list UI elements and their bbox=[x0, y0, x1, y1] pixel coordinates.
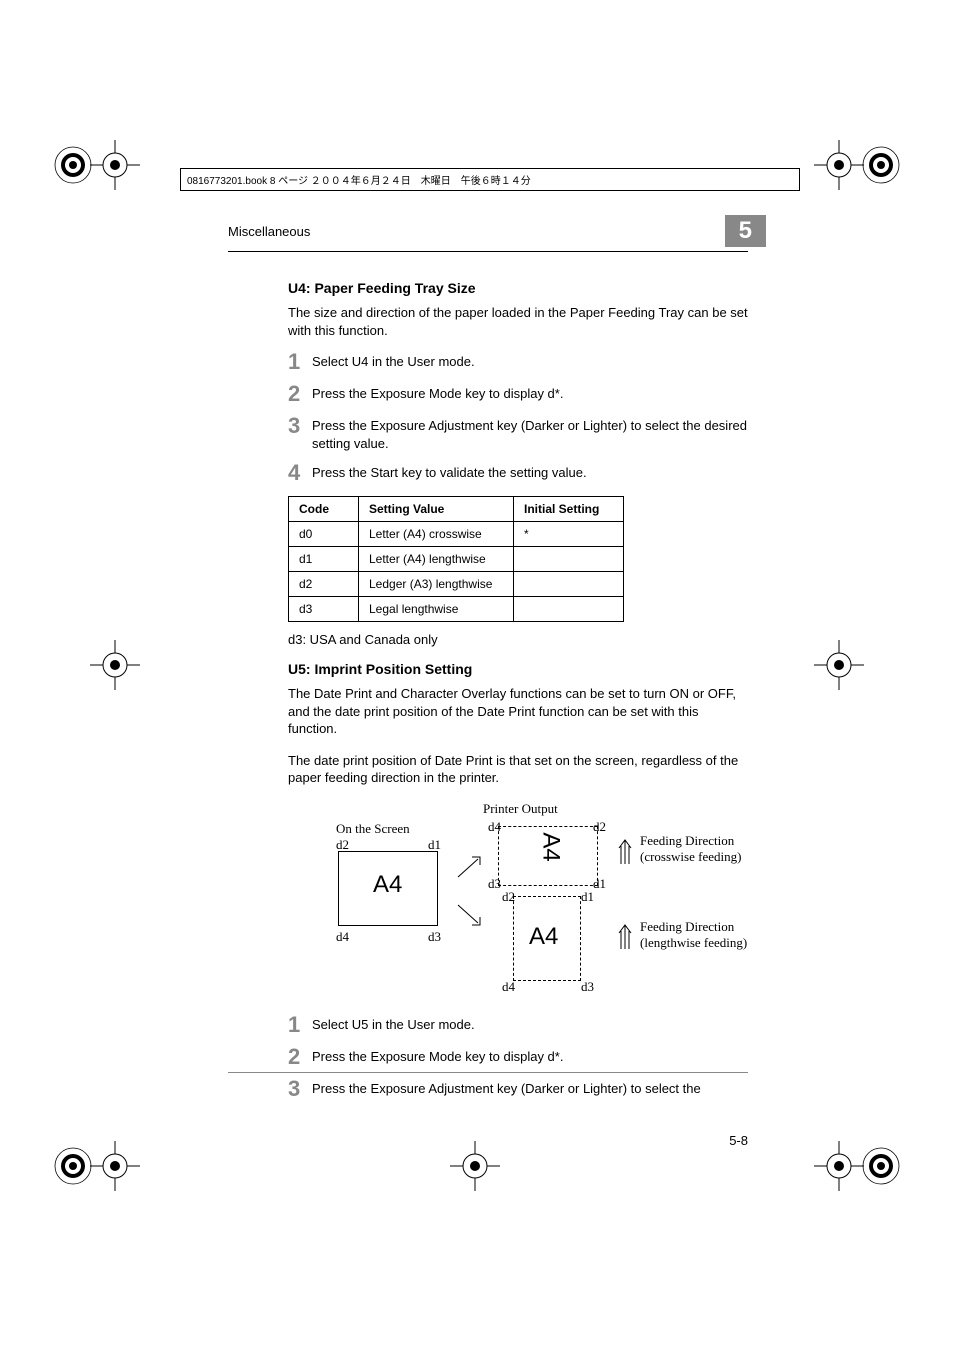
step-text: Press the Exposure Mode key to display d… bbox=[312, 1048, 563, 1066]
heading-u5: U5: Imprint Position Setting bbox=[288, 661, 748, 677]
table-row: d1 Letter (A4) lengthwise bbox=[289, 547, 624, 572]
cell-code: d0 bbox=[289, 522, 359, 547]
corner-d4b: d4 bbox=[502, 979, 515, 995]
corner-d3: d3 bbox=[428, 929, 441, 945]
cell-value: Letter (A4) lengthwise bbox=[359, 547, 514, 572]
corner-d4: d4 bbox=[336, 929, 349, 945]
th-code: Code bbox=[289, 497, 359, 522]
step-number: 3 bbox=[288, 415, 312, 437]
running-head: Miscellaneous 5 bbox=[228, 215, 748, 252]
corner-d2t: d2 bbox=[593, 819, 606, 835]
intro-u5-1: The Date Print and Character Overlay fun… bbox=[288, 685, 748, 738]
cell-value: Letter (A4) crosswise bbox=[359, 522, 514, 547]
page-number: 5-8 bbox=[729, 1133, 748, 1148]
step-text: Press the Exposure Adjustment key (Darke… bbox=[312, 417, 748, 452]
table-row: d3 Legal lengthwise bbox=[289, 597, 624, 622]
crop-mark-tr bbox=[814, 140, 864, 190]
step-number: 2 bbox=[288, 383, 312, 405]
corner-d3b: d3 bbox=[581, 979, 594, 995]
step-number: 3 bbox=[288, 1078, 312, 1100]
cell-initial bbox=[514, 572, 624, 597]
u4-step-3: 3 Press the Exposure Adjustment key (Dar… bbox=[288, 417, 748, 452]
arrow-up-icon bbox=[613, 921, 637, 951]
table-note: d3: USA and Canada only bbox=[288, 632, 748, 647]
step-number: 1 bbox=[288, 1014, 312, 1036]
corner-d2b: d2 bbox=[502, 889, 515, 905]
corner-d3t: d3 bbox=[488, 876, 501, 892]
cell-code: d1 bbox=[289, 547, 359, 572]
corner-d2: d2 bbox=[336, 837, 349, 853]
step-number: 2 bbox=[288, 1046, 312, 1068]
arrow-up-icon bbox=[613, 836, 637, 866]
feed-len-2: (lengthwise feeding) bbox=[640, 935, 747, 951]
source-header: 0816773201.book 8 ページ ２００４年６月２４日 木曜日 午後６… bbox=[180, 168, 800, 191]
a4-label-cross: A4 bbox=[537, 832, 565, 861]
u4-step-4: 4 Press the Start key to validate the se… bbox=[288, 464, 748, 484]
heading-u4: U4: Paper Feeding Tray Size bbox=[288, 280, 748, 296]
step-number: 1 bbox=[288, 351, 312, 373]
feed-len-1: Feeding Direction bbox=[640, 919, 734, 935]
corner-d1b: d1 bbox=[581, 889, 594, 905]
corner-d1: d1 bbox=[428, 837, 441, 853]
corner-d4t: d4 bbox=[488, 819, 501, 835]
table-row: d2 Ledger (A3) lengthwise bbox=[289, 572, 624, 597]
step-text: Press the Exposure Mode key to display d… bbox=[312, 385, 563, 403]
arrow-lower-icon bbox=[456, 901, 486, 931]
step-text: Press the Exposure Adjustment key (Darke… bbox=[312, 1080, 701, 1098]
cell-value: Ledger (A3) lengthwise bbox=[359, 572, 514, 597]
feed-cross-2: (crosswise feeding) bbox=[640, 849, 741, 865]
step-text: Press the Start key to validate the sett… bbox=[312, 464, 587, 482]
page-body: Miscellaneous 5 U4: Paper Feeding Tray S… bbox=[228, 215, 748, 1112]
cell-code: d2 bbox=[289, 572, 359, 597]
crop-mark-tl bbox=[90, 140, 140, 190]
crop-mark-mb bbox=[450, 1141, 500, 1191]
label-printer-output: Printer Output bbox=[483, 801, 558, 817]
a4-label-screen: A4 bbox=[373, 871, 402, 899]
cell-initial: * bbox=[514, 522, 624, 547]
crop-mark-mr bbox=[814, 640, 864, 690]
crop-mark-br bbox=[814, 1141, 864, 1191]
step-text: Select U4 in the User mode. bbox=[312, 353, 475, 371]
corner-d1t: d1 bbox=[593, 876, 606, 892]
u4-step-2: 2 Press the Exposure Mode key to display… bbox=[288, 385, 748, 405]
intro-u5-2: The date print position of Date Print is… bbox=[288, 752, 748, 787]
settings-table: Code Setting Value Initial Setting d0 Le… bbox=[288, 496, 624, 622]
a4-label-len: A4 bbox=[529, 923, 558, 951]
arrow-upper-icon bbox=[456, 851, 486, 881]
crop-mark-bl bbox=[90, 1141, 140, 1191]
running-head-text: Miscellaneous bbox=[228, 224, 310, 239]
cell-code: d3 bbox=[289, 597, 359, 622]
cell-value: Legal lengthwise bbox=[359, 597, 514, 622]
content: U4: Paper Feeding Tray Size The size and… bbox=[228, 280, 748, 1100]
label-on-screen: On the Screen bbox=[336, 821, 410, 837]
u5-step-3: 3 Press the Exposure Adjustment key (Dar… bbox=[288, 1080, 748, 1100]
footer-rule bbox=[228, 1072, 748, 1073]
step-number: 4 bbox=[288, 462, 312, 484]
step-text: Select U5 in the User mode. bbox=[312, 1016, 475, 1034]
u5-step-1: 1 Select U5 in the User mode. bbox=[288, 1016, 748, 1036]
u5-step-2: 2 Press the Exposure Mode key to display… bbox=[288, 1048, 748, 1068]
feed-cross-1: Feeding Direction bbox=[640, 833, 734, 849]
table-row: d0 Letter (A4) crosswise * bbox=[289, 522, 624, 547]
intro-u4: The size and direction of the paper load… bbox=[288, 304, 748, 339]
crop-mark-ml bbox=[90, 640, 140, 690]
th-initial: Initial Setting bbox=[514, 497, 624, 522]
chapter-tab: 5 bbox=[725, 215, 766, 247]
u4-step-1: 1 Select U4 in the User mode. bbox=[288, 353, 748, 373]
cell-initial bbox=[514, 547, 624, 572]
cell-initial bbox=[514, 597, 624, 622]
imprint-diagram: Printer Output On the Screen A4 d2 d1 d4… bbox=[288, 801, 748, 996]
th-value: Setting Value bbox=[359, 497, 514, 522]
